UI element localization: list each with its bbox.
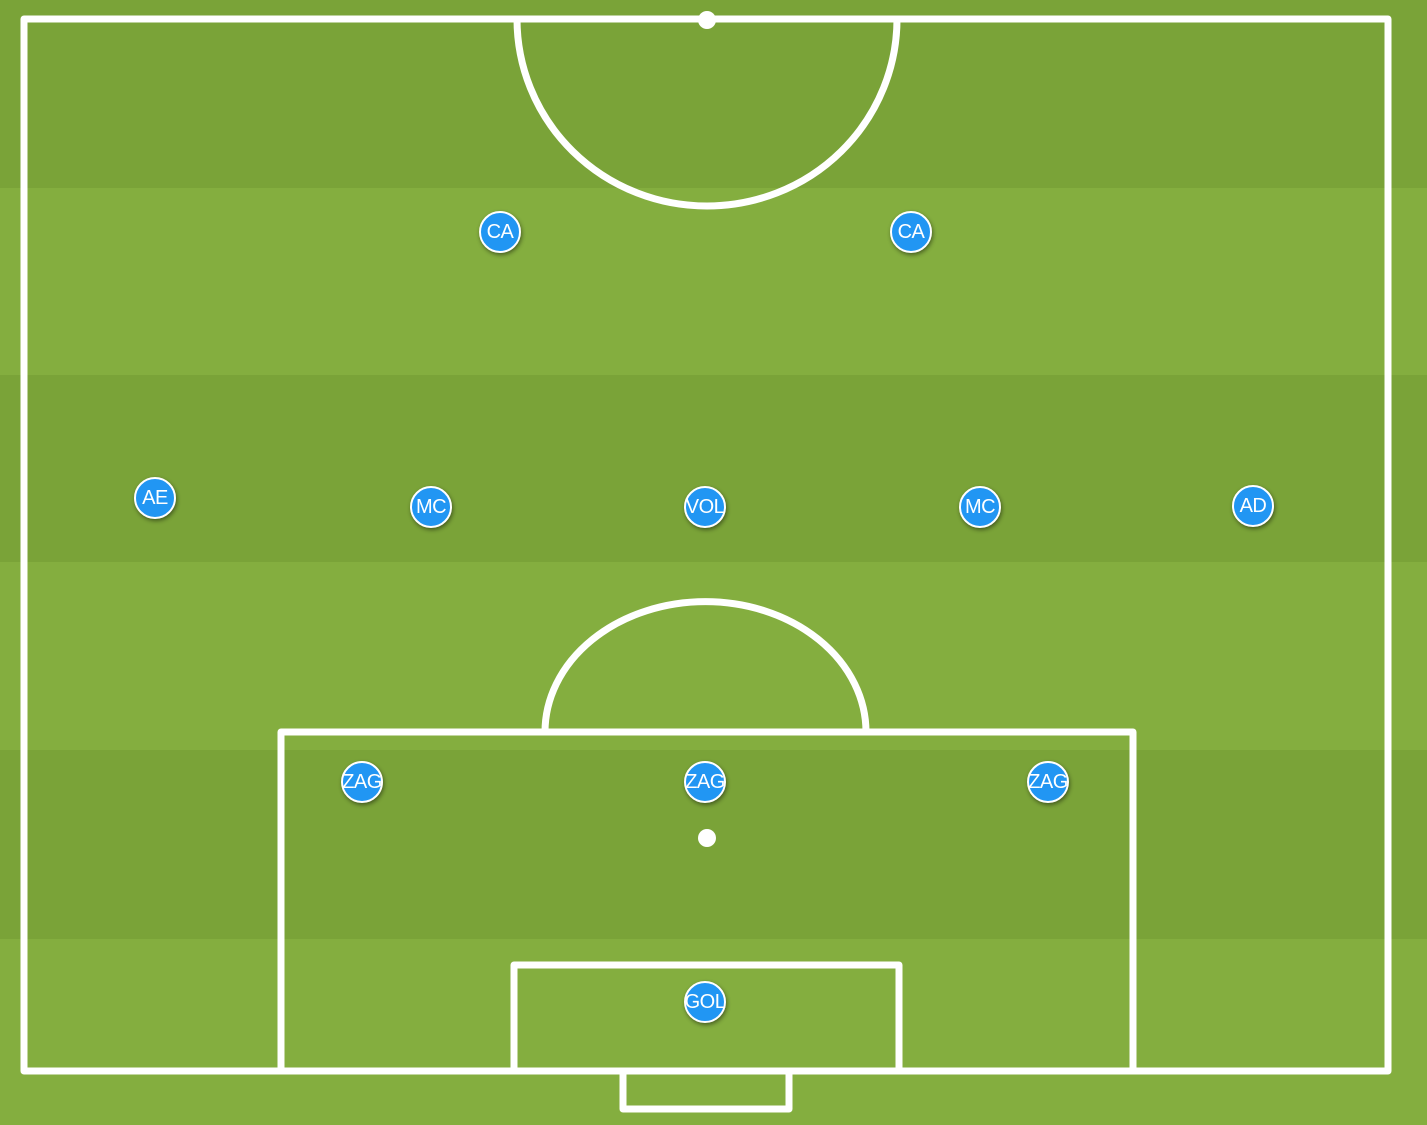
player-token-ca-left[interactable]: CA [479, 211, 521, 253]
player-token-zag-center[interactable]: ZAG [684, 761, 726, 803]
grass-stripe [0, 375, 1427, 562]
player-position-label: VOL [685, 496, 725, 518]
center-spot [698, 11, 716, 29]
grass-stripe [0, 939, 1427, 1125]
player-token-zag-left[interactable]: ZAG [341, 761, 383, 803]
player-token-vol[interactable]: VOL [684, 486, 726, 528]
player-token-ad[interactable]: AD [1232, 485, 1274, 527]
player-position-label: MC [415, 496, 447, 518]
player-position-label: ZAG [342, 771, 382, 793]
player-position-label: CA [486, 221, 514, 243]
player-token-mc-right[interactable]: MC [959, 486, 1001, 528]
touchline-boundary [20, 15, 1392, 1075]
goal [619, 1067, 793, 1113]
player-position-label: AE [142, 487, 168, 509]
player-position-label: ZAG [685, 771, 725, 793]
player-token-ca-right[interactable]: CA [890, 211, 932, 253]
player-token-zag-right[interactable]: ZAG [1027, 761, 1069, 803]
grass-stripe [0, 0, 1427, 188]
player-position-label: AD [1239, 495, 1267, 517]
grass-stripe [0, 562, 1427, 750]
player-position-label: GOL [684, 991, 726, 1013]
player-position-label: CA [897, 221, 925, 243]
player-position-label: MC [964, 496, 996, 518]
penalty-spot [698, 829, 716, 847]
player-position-label: ZAG [1028, 771, 1068, 793]
penalty-arc [541, 598, 870, 733]
player-token-gol[interactable]: GOL [684, 981, 726, 1023]
center-circle-half [513, 18, 901, 210]
player-token-ae[interactable]: AE [134, 477, 176, 519]
player-token-mc-left[interactable]: MC [410, 486, 452, 528]
grass-stripe [0, 188, 1427, 375]
